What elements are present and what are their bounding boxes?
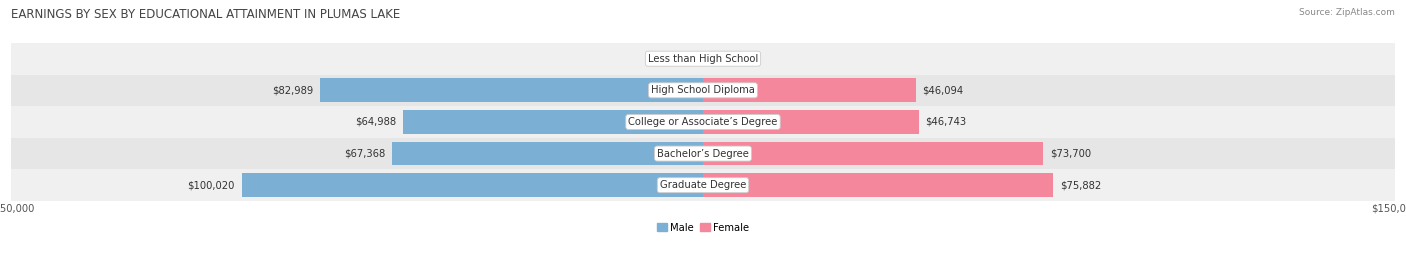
Text: College or Associate’s Degree: College or Associate’s Degree bbox=[628, 117, 778, 127]
Bar bbox=[321, 79, 703, 102]
Text: $82,989: $82,989 bbox=[273, 85, 314, 95]
Bar bbox=[703, 79, 915, 102]
Bar bbox=[11, 106, 1395, 138]
Legend: Male, Female: Male, Female bbox=[652, 219, 754, 237]
Text: High School Diploma: High School Diploma bbox=[651, 85, 755, 95]
Text: $67,368: $67,368 bbox=[344, 148, 385, 159]
Bar bbox=[703, 173, 1053, 197]
Bar bbox=[703, 142, 1043, 165]
Bar bbox=[392, 142, 703, 165]
Text: Graduate Degree: Graduate Degree bbox=[659, 180, 747, 190]
Bar bbox=[11, 43, 1395, 75]
Text: $73,700: $73,700 bbox=[1050, 148, 1091, 159]
Text: $75,882: $75,882 bbox=[1060, 180, 1101, 190]
Text: $0: $0 bbox=[711, 54, 724, 64]
Text: $100,020: $100,020 bbox=[187, 180, 235, 190]
Bar bbox=[11, 138, 1395, 169]
Text: Less than High School: Less than High School bbox=[648, 54, 758, 64]
Bar bbox=[242, 173, 703, 197]
Bar bbox=[404, 110, 703, 134]
Text: $64,988: $64,988 bbox=[356, 117, 396, 127]
Bar bbox=[11, 169, 1395, 201]
Text: EARNINGS BY SEX BY EDUCATIONAL ATTAINMENT IN PLUMAS LAKE: EARNINGS BY SEX BY EDUCATIONAL ATTAINMEN… bbox=[11, 8, 401, 21]
Text: $0: $0 bbox=[682, 54, 695, 64]
Text: $46,094: $46,094 bbox=[922, 85, 963, 95]
Text: Bachelor’s Degree: Bachelor’s Degree bbox=[657, 148, 749, 159]
Text: $46,743: $46,743 bbox=[925, 117, 966, 127]
Bar bbox=[11, 75, 1395, 106]
Text: Source: ZipAtlas.com: Source: ZipAtlas.com bbox=[1299, 8, 1395, 17]
Bar bbox=[703, 110, 918, 134]
